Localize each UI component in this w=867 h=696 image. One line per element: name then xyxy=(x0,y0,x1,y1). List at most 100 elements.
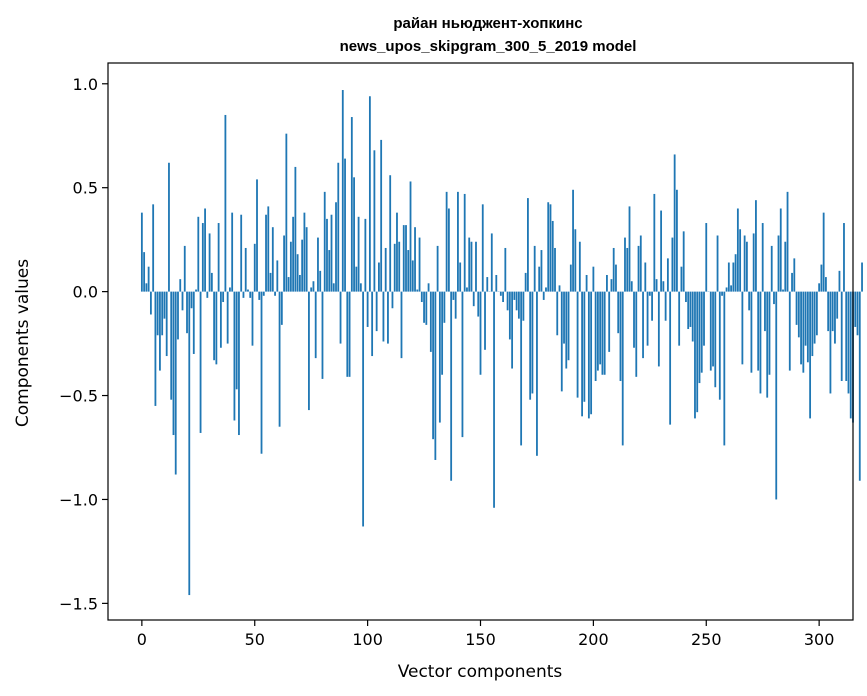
bar-142 xyxy=(461,291,464,438)
bar-139 xyxy=(454,291,457,319)
bar-109 xyxy=(387,291,389,344)
bar-286 xyxy=(786,191,789,292)
bar-313 xyxy=(847,291,850,394)
bar-37 xyxy=(224,114,227,292)
bar-55 xyxy=(265,214,267,292)
bar-264 xyxy=(736,208,739,292)
bar-306 xyxy=(831,291,834,332)
bar-157 xyxy=(495,274,498,292)
bar-170 xyxy=(524,272,527,292)
bar-35 xyxy=(219,291,222,348)
bar-87 xyxy=(337,162,340,292)
bar-19 xyxy=(183,245,186,292)
bar-214 xyxy=(624,237,626,292)
bar-53 xyxy=(260,291,263,454)
x-tick-label: 0 xyxy=(137,630,147,649)
bar-43 xyxy=(238,291,240,436)
y-tick-label: 0.5 xyxy=(73,179,98,198)
bar-284 xyxy=(782,289,784,292)
bar-41 xyxy=(233,291,236,421)
bar-217 xyxy=(630,281,633,292)
bar-126 xyxy=(425,291,428,325)
bar-21 xyxy=(188,291,191,596)
bar-206 xyxy=(606,274,608,292)
bar-25 xyxy=(197,216,200,292)
bar-106 xyxy=(380,139,383,292)
bar-210 xyxy=(615,264,617,292)
bar-163 xyxy=(508,291,511,340)
bar-144 xyxy=(466,287,468,292)
bar-147 xyxy=(472,291,475,307)
bar-173 xyxy=(531,291,534,394)
bar-203 xyxy=(599,291,602,365)
bar-246 xyxy=(696,291,699,413)
bar-302 xyxy=(822,212,825,292)
bar-129 xyxy=(432,291,434,440)
bar-186 xyxy=(560,291,563,392)
bar-135 xyxy=(445,191,448,292)
bar-4 xyxy=(149,291,152,315)
bar-56 xyxy=(267,206,270,292)
bar-1 xyxy=(143,252,146,292)
bar-175 xyxy=(536,291,538,456)
bar-268 xyxy=(745,241,748,292)
bar-8 xyxy=(159,291,161,371)
bar-223 xyxy=(644,262,647,292)
bar-174 xyxy=(533,245,536,292)
bar-233 xyxy=(666,258,669,292)
bar-318 xyxy=(858,291,861,481)
bar-67 xyxy=(292,216,295,292)
bar-298 xyxy=(813,291,816,344)
bar-212 xyxy=(619,291,622,381)
bar-32 xyxy=(213,291,216,361)
bar-260 xyxy=(727,262,730,292)
bar-45 xyxy=(242,291,245,298)
bar-238 xyxy=(678,291,681,346)
bar-244 xyxy=(691,291,694,342)
bar-304 xyxy=(827,291,830,332)
bar-201 xyxy=(594,291,597,381)
x-tick-label: 100 xyxy=(352,630,383,649)
bar-114 xyxy=(398,241,401,292)
bar-277 xyxy=(766,291,769,398)
y-axis-label: Components values xyxy=(13,259,33,427)
bar-28 xyxy=(204,208,206,292)
x-tick-label: 200 xyxy=(578,630,609,649)
bar-299 xyxy=(815,291,818,336)
bar-249 xyxy=(703,291,705,346)
bar-253 xyxy=(712,291,714,367)
bar-61 xyxy=(278,291,281,427)
bar-73 xyxy=(305,227,308,292)
bar-219 xyxy=(635,291,638,377)
bar-115 xyxy=(400,291,403,359)
bar-11 xyxy=(165,291,168,357)
bar-68 xyxy=(294,166,297,292)
bar-263 xyxy=(734,254,737,292)
bar-36 xyxy=(222,291,225,303)
bar-308 xyxy=(836,291,839,319)
bar-89 xyxy=(341,90,344,292)
bar-130 xyxy=(434,291,437,460)
bar-295 xyxy=(806,291,809,363)
bar-166 xyxy=(515,291,518,311)
bar-271 xyxy=(752,233,755,292)
bar-92 xyxy=(348,291,351,377)
bar-279 xyxy=(770,245,773,292)
bar-236 xyxy=(673,154,676,292)
y-tick-label: −0.5 xyxy=(59,387,98,406)
plot-frame xyxy=(107,62,854,621)
bar-287 xyxy=(788,291,791,371)
bar-290 xyxy=(795,291,798,325)
bar-167 xyxy=(517,291,520,319)
bar-171 xyxy=(527,198,529,292)
bar-9 xyxy=(161,291,164,336)
bar-211 xyxy=(617,291,620,334)
bar-280 xyxy=(773,291,775,305)
bar-132 xyxy=(438,291,441,423)
bar-104 xyxy=(375,291,378,332)
bar-49 xyxy=(251,291,254,346)
bar-136 xyxy=(447,208,450,292)
bar-207 xyxy=(608,291,611,352)
bar-278 xyxy=(768,291,771,375)
